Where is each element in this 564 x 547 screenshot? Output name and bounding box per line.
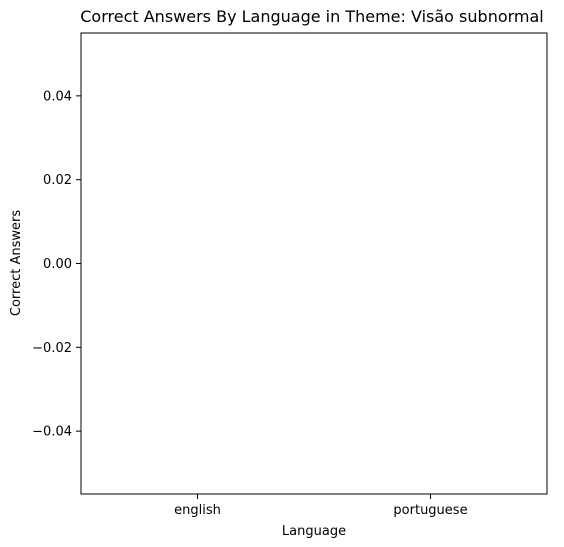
y-tick-label: −0.04 [32,425,72,440]
x-tick-label-english: english [174,503,221,518]
chart-title: Correct Answers By Language in Theme: Vi… [80,7,544,26]
x-tick-label-portuguese: portuguese [393,503,467,518]
y-tick-label: 0.04 [43,89,72,104]
y-tick-label: 0.02 [43,173,72,188]
y-tick-label: −0.02 [32,341,72,356]
y-axis-label: Correct Answers [9,210,24,316]
y-tick-label: 0.00 [43,257,72,272]
plot-frame [80,32,548,495]
x-axis-label: Language [282,524,346,539]
y-axis-ticks: 0.04 0.02 0.00 −0.02 −0.04 [32,89,81,440]
x-axis-ticks: english portuguese [174,494,468,518]
